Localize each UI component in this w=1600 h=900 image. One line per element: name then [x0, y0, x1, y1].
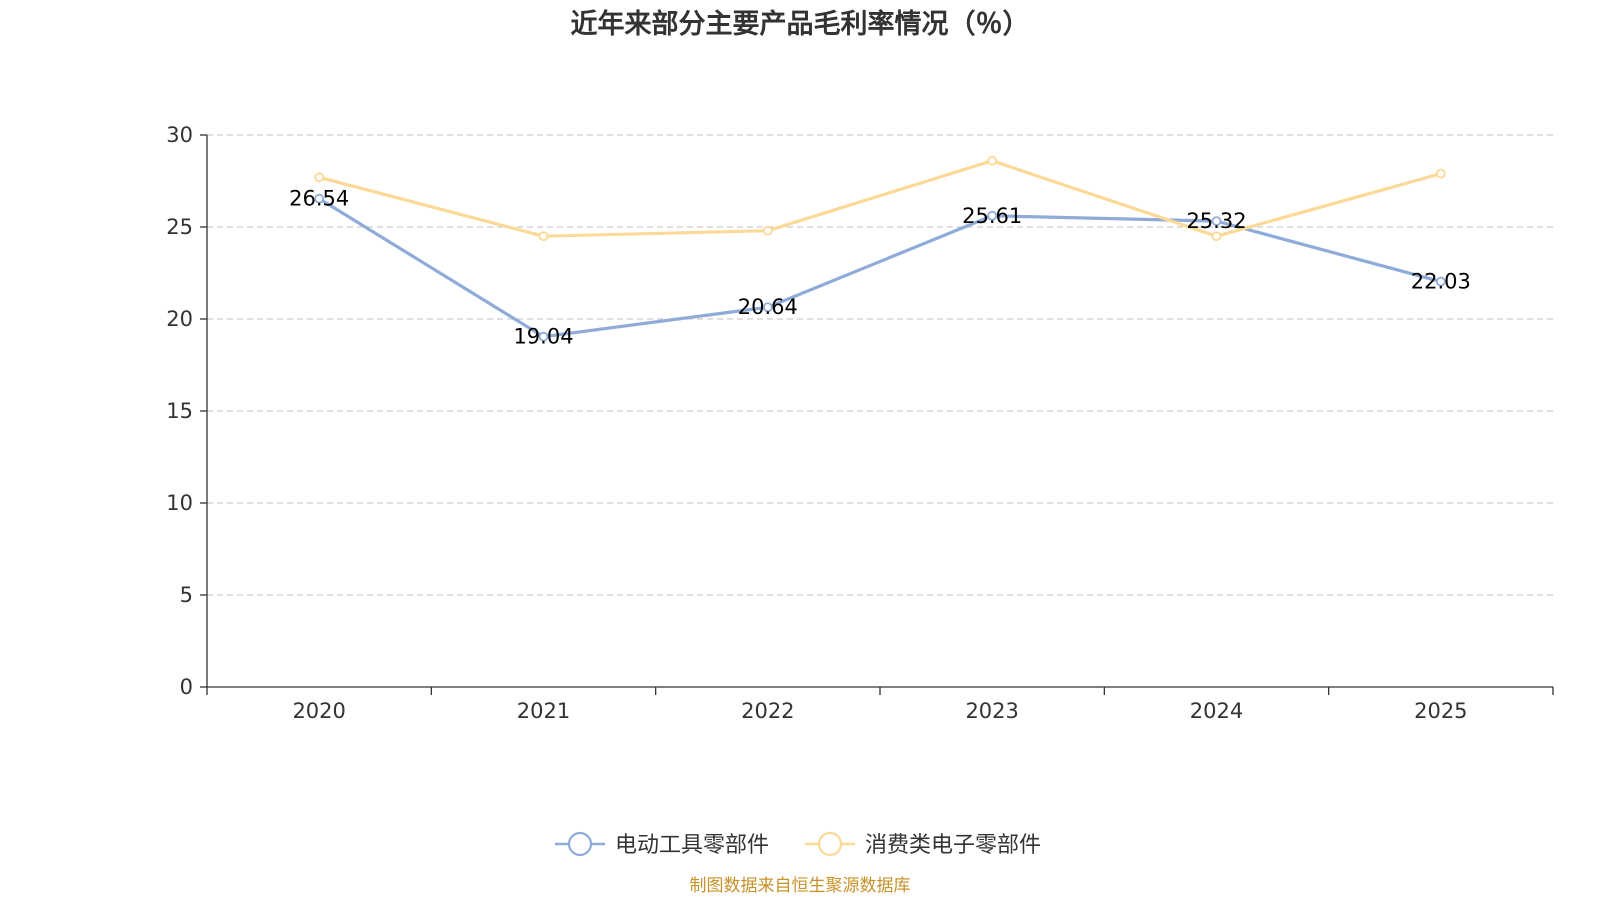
- series-2-point-2023[interactable]: [987, 155, 998, 166]
- legend-marker-icon-1: [567, 831, 593, 857]
- x-tick-label-2021: 2021: [517, 699, 570, 723]
- x-tick-label-2020: 2020: [292, 699, 345, 723]
- data-labels: 26.54 19.04 20.64 25.61 25.32 22.03: [289, 187, 1471, 349]
- data-label-1-2020: 26.54: [289, 187, 349, 211]
- y-tick-label-20: 20: [166, 307, 193, 331]
- x-tick-label-2025: 2025: [1414, 699, 1467, 723]
- series-2-point-2021[interactable]: [538, 231, 549, 242]
- series-1-point-2025[interactable]: [1435, 276, 1446, 287]
- y-tick-label-25: 25: [166, 215, 193, 239]
- series-1-point-2021[interactable]: [538, 331, 549, 342]
- grid-lines: [207, 134, 1553, 596]
- series-lines: [314, 155, 1446, 342]
- series-1-point-2023[interactable]: [987, 210, 998, 221]
- y-tick-label-5: 5: [180, 583, 193, 607]
- series-1-point-2020[interactable]: [314, 193, 325, 204]
- legend-label-2: 消费类电子零部件: [865, 833, 1041, 858]
- y-tick-label-15: 15: [166, 399, 193, 423]
- chart-title: 近年来部分主要产品毛利率情况（％）: [571, 8, 1030, 40]
- legend-marker-icon-2: [817, 831, 843, 857]
- x-tick-label-2022: 2022: [741, 699, 794, 723]
- series-line-2: [318, 159, 1442, 238]
- series-1-point-2022[interactable]: [762, 302, 773, 313]
- x-tick-label-2023: 2023: [965, 699, 1018, 723]
- legend-item-1[interactable]: 电动工具零部件: [555, 831, 769, 858]
- data-label-1-2024: 25.32: [1186, 209, 1246, 233]
- series-2-point-2020[interactable]: [314, 172, 325, 183]
- source-note: 制图数据来自恒生聚源数据库: [690, 876, 911, 896]
- series-line-1: [318, 197, 1442, 339]
- series-2-point-2022[interactable]: [762, 225, 773, 236]
- series-2-point-2024[interactable]: [1211, 231, 1222, 242]
- y-tick-label-10: 10: [166, 491, 193, 515]
- x-tick-label-2024: 2024: [1190, 699, 1243, 723]
- y-tick-label-0: 0: [180, 675, 193, 699]
- y-tick-label-30: 30: [166, 123, 193, 147]
- data-label-1-2025: 22.03: [1411, 270, 1471, 294]
- series-2-point-2025[interactable]: [1435, 168, 1446, 179]
- legend-label-1: 电动工具零部件: [615, 833, 769, 858]
- series-1-point-2024[interactable]: [1211, 216, 1222, 227]
- data-label-1-2023: 25.61: [962, 204, 1022, 228]
- data-label-1-2022: 20.64: [738, 295, 798, 319]
- data-label-1-2021: 19.04: [513, 325, 573, 349]
- legend[interactable]: 电动工具零部件 消费类电子零部件: [555, 831, 1041, 858]
- legend-item-2[interactable]: 消费类电子零部件: [805, 831, 1041, 858]
